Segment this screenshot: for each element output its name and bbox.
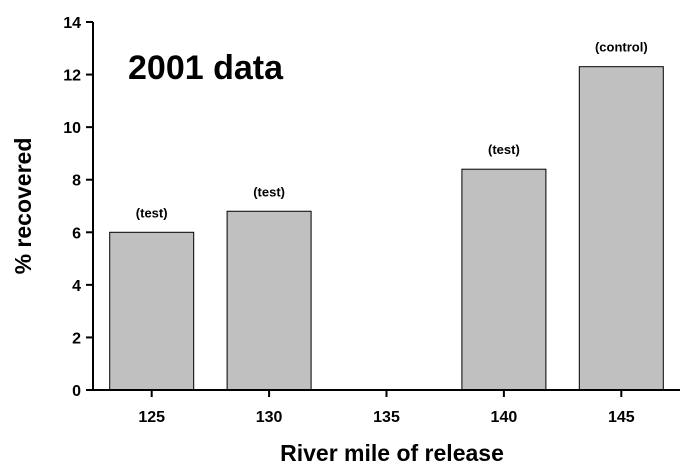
y-tick-label-4: 4 — [72, 278, 81, 295]
bar-annotation-145: (control) — [595, 40, 648, 55]
bar-annotation-130: (test) — [253, 184, 285, 199]
x-tick-label-135: 135 — [373, 409, 400, 426]
bar-130 — [226, 210, 312, 391]
y-tick-label-12: 12 — [63, 68, 81, 85]
x-axis-title: River mile of release — [280, 440, 504, 466]
bar-145 — [578, 66, 664, 391]
bar-annotation-140: (test) — [488, 142, 520, 157]
y-tick-label-0: 0 — [72, 383, 81, 400]
chart-title: 2001 data — [128, 49, 284, 87]
bars-layer: (test) (test) (test) (control) — [109, 40, 664, 391]
bar-140 — [461, 168, 547, 391]
y-tick-label-8: 8 — [72, 173, 81, 190]
axes-layer: 125 130 135 140 145 0 2 4 6 8 10 12 14 — [63, 15, 680, 426]
y-tick-label-6: 6 — [72, 225, 81, 242]
x-tick-label-140: 140 — [491, 409, 518, 426]
y-tick-label-14: 14 — [63, 15, 81, 32]
x-tick-label-130: 130 — [256, 409, 283, 426]
bar-125 — [109, 231, 195, 391]
y-tick-label-10: 10 — [63, 120, 81, 137]
x-tick-label-125: 125 — [138, 409, 165, 426]
y-axis-title: % recovered — [10, 138, 36, 275]
x-tick-label-145: 145 — [608, 409, 635, 426]
y-tick-label-2: 2 — [72, 330, 81, 347]
bar-annotation-125: (test) — [136, 205, 168, 220]
